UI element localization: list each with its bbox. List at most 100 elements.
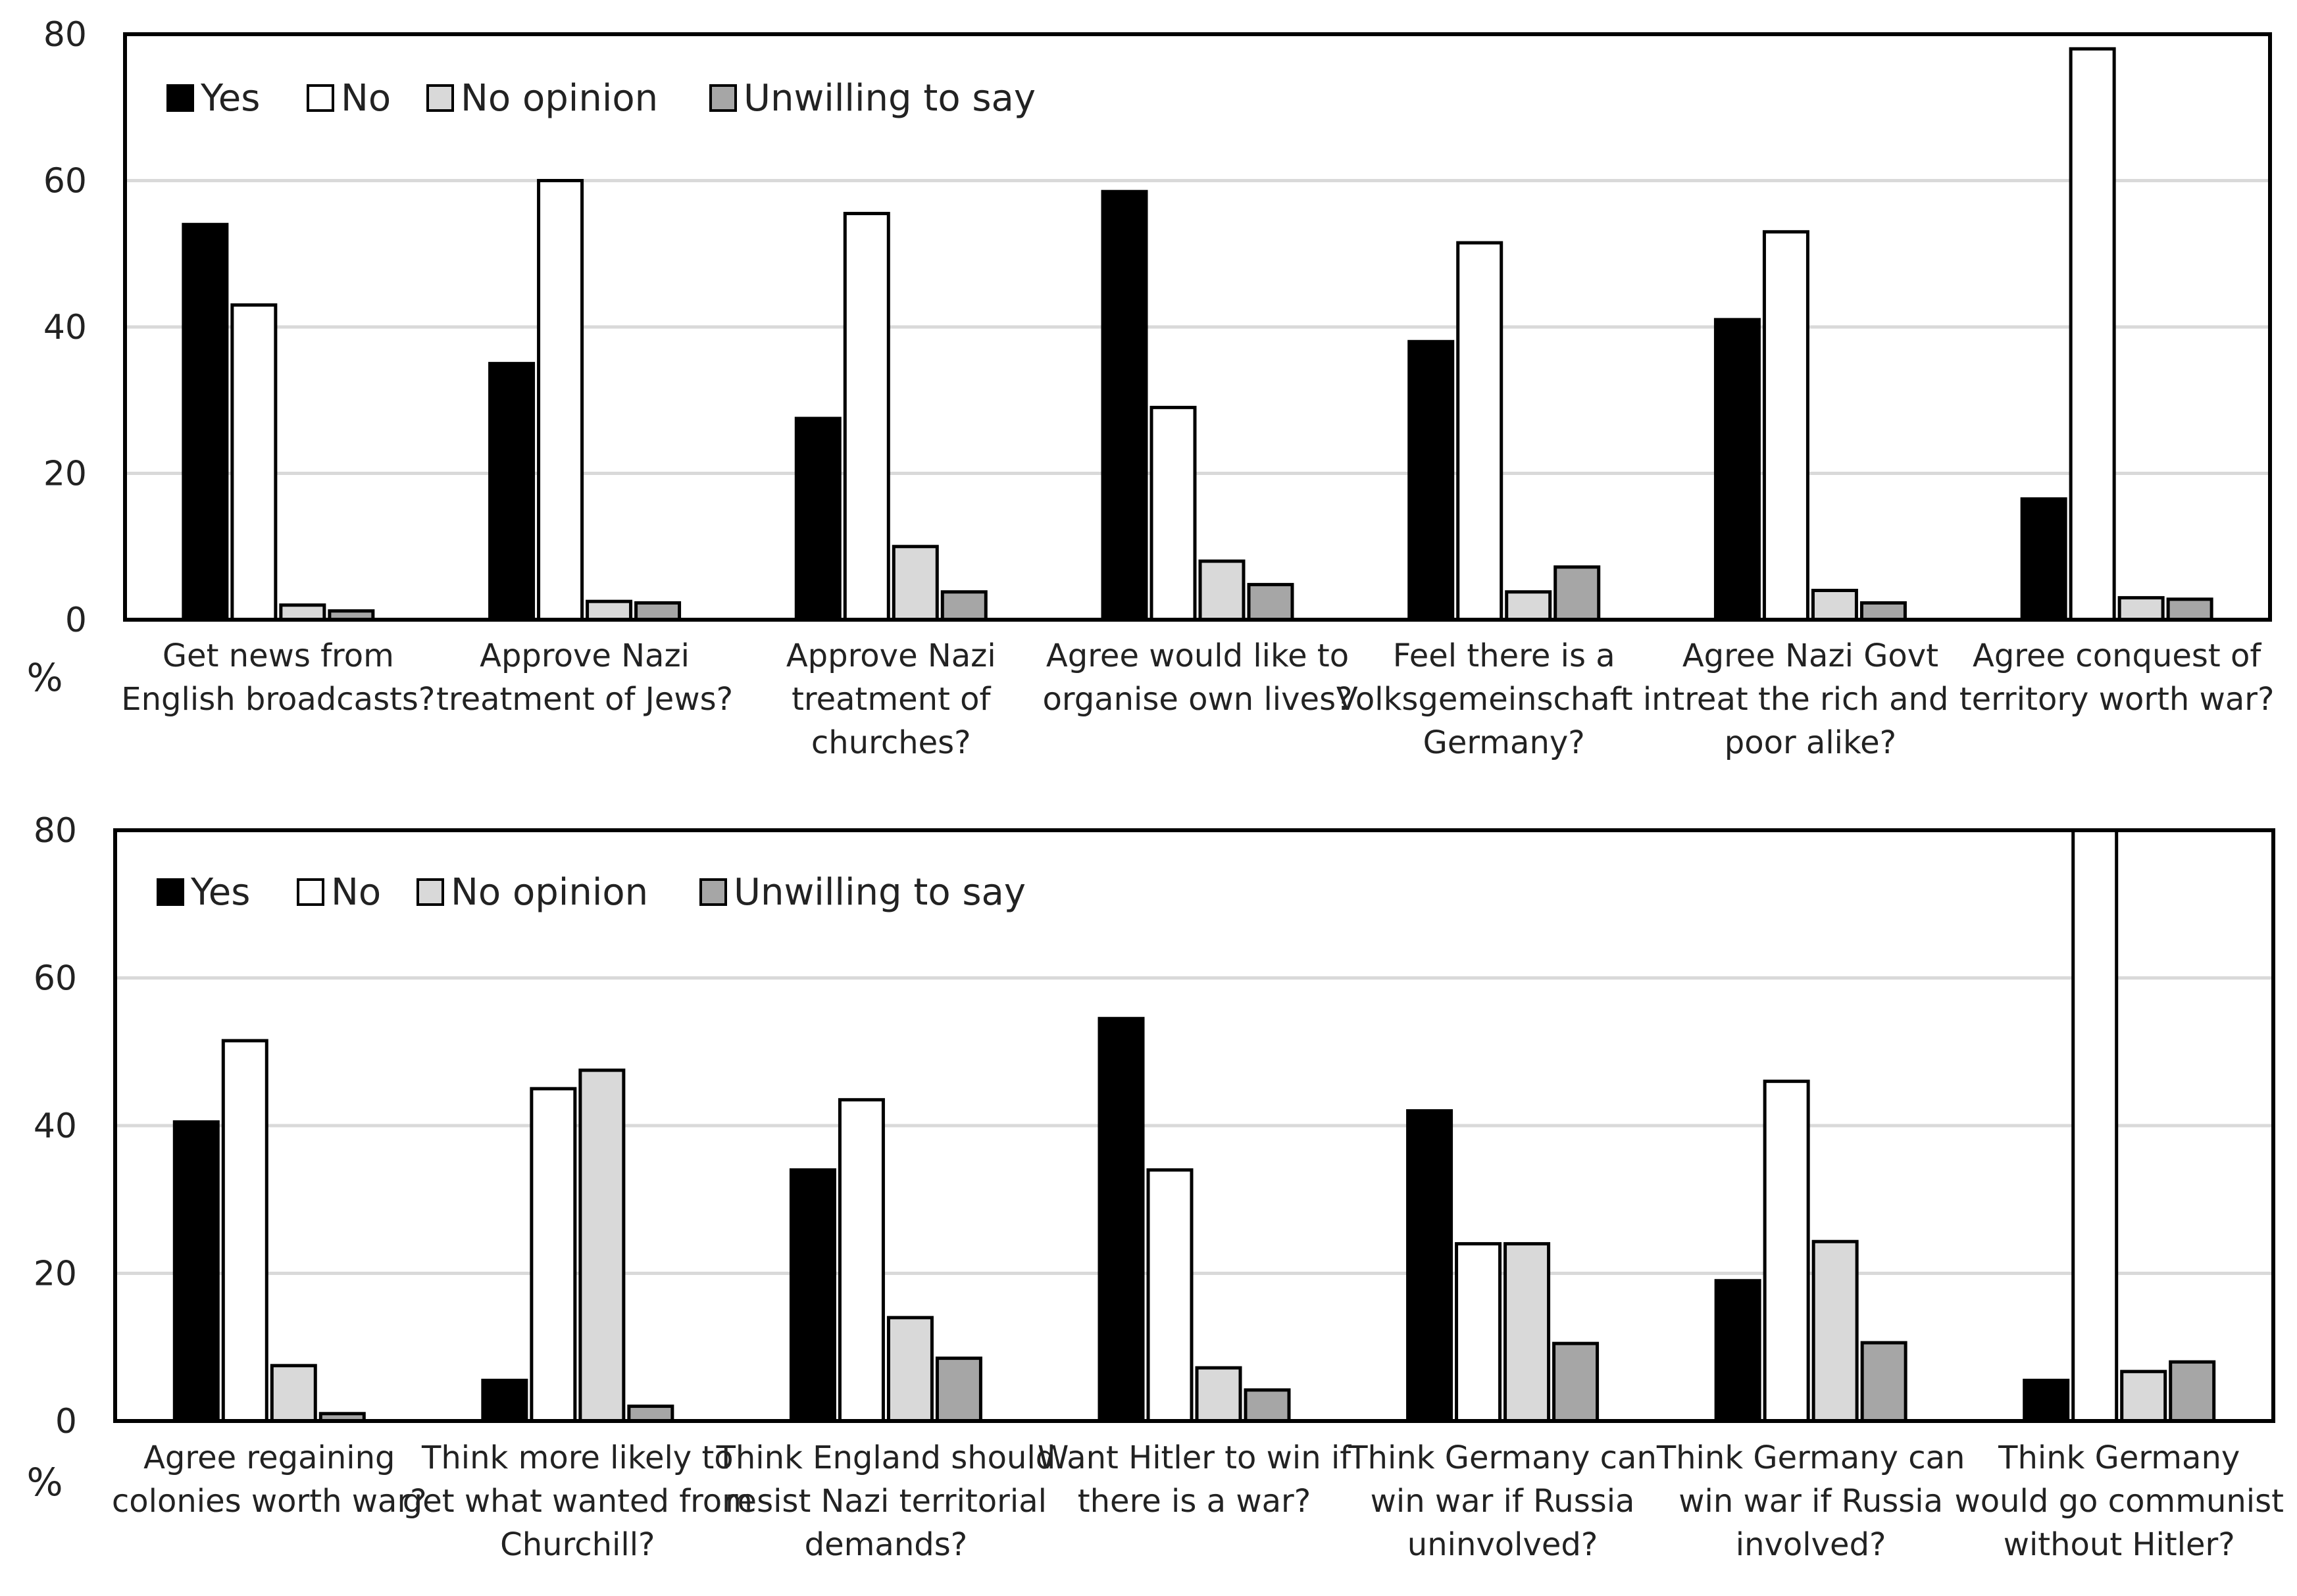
bar-yes-7: [2020, 497, 2067, 622]
bar-no-opinion-5: [1505, 590, 1552, 622]
x-category-label: poor alike?: [1725, 724, 1896, 761]
x-category-label: Want Hitler to win if: [1038, 1439, 1351, 1476]
bar-no-3: [838, 1098, 885, 1423]
bar-yes-1: [172, 1120, 220, 1423]
x-category-label: organise own lives?: [1042, 681, 1352, 718]
bar-no-opinion-1: [279, 603, 326, 622]
legend-swatch-no-opinion: [426, 84, 454, 112]
bar-yes-3: [789, 1168, 836, 1423]
bar-no-6: [1763, 1080, 1810, 1423]
y-unit-label: %: [26, 1460, 63, 1505]
plot-frame: [113, 828, 2275, 1423]
bar-unwilling-to-say-4: [1247, 583, 1294, 622]
y-tick-label: 40: [34, 1107, 77, 1146]
bar-no-2: [530, 1087, 577, 1423]
bar-unwilling-to-say-3: [935, 1357, 982, 1423]
bar-no-4: [1146, 1168, 1194, 1423]
bar-no-6: [1762, 230, 1809, 622]
legend-label-unwilling-to-say: Unwilling to say: [734, 871, 1026, 914]
x-category-label: win war if Russia: [1371, 1483, 1635, 1520]
legend-label-no: No: [341, 77, 391, 120]
x-category-label: there is a war?: [1078, 1483, 1311, 1520]
x-category-label: win war if Russia: [1679, 1483, 1943, 1520]
x-category-label: Germany?: [1423, 724, 1585, 761]
legend-label-no: No: [331, 871, 381, 914]
bar-yes-5: [1407, 339, 1455, 622]
x-category-label: get what wanted from: [403, 1483, 753, 1520]
x-category-label: territory worth war?: [1959, 681, 2275, 718]
bar-yes-6: [1713, 318, 1761, 622]
plot-frame: [123, 32, 2272, 622]
bar-no-5: [1455, 1242, 1502, 1423]
bar-unwilling-to-say-2: [634, 601, 682, 622]
x-category-label: Agree would like to: [1046, 637, 1349, 674]
legend-swatch-no-opinion: [416, 878, 444, 906]
bar-no-opinion-6: [1811, 589, 1858, 622]
bar-no-7: [2069, 47, 2116, 622]
bar-unwilling-to-say-6: [1859, 601, 1907, 622]
x-category-label: treat the rich and: [1672, 681, 1948, 718]
x-category-label: Think Germany can: [1348, 1439, 1657, 1476]
legend-swatch-no: [307, 84, 334, 112]
bar-no-opinion-3: [892, 545, 939, 622]
x-category-label: treatment of Jews?: [436, 681, 733, 718]
y-tick-label: 60: [34, 959, 77, 999]
legend-swatch-no: [297, 878, 324, 906]
y-unit-label: %: [26, 655, 63, 700]
y-tick-label: 20: [43, 455, 87, 494]
bar-yes-7: [2023, 1378, 2070, 1423]
bar-unwilling-to-say-7: [2169, 1360, 2216, 1423]
x-category-label: Agree conquest of: [1973, 637, 2261, 674]
bar-unwilling-to-say-7: [2166, 597, 2213, 622]
bar-yes-1: [182, 222, 229, 622]
x-category-label: Volksgemeinschaft in: [1336, 681, 1672, 718]
bar-no-opinion-2: [586, 599, 633, 622]
bar-no-opinion-7: [2117, 596, 2165, 622]
x-category-label: involved?: [1736, 1526, 1886, 1563]
legend-swatch-unwilling-to-say: [699, 878, 727, 906]
x-category-label: colonies worth war?: [112, 1483, 427, 1520]
x-category-label: Agree Nazi Govt: [1682, 637, 1938, 674]
top-bar-chart-panel: 0 20 40 60 80 Yes No No opinion Unwilling to say…: [26, 15, 2274, 761]
bar-yes-3: [794, 416, 842, 622]
x-category-label: churches?: [811, 724, 971, 761]
bar-no-opinion-2: [578, 1068, 626, 1423]
x-category-label: resist Nazi territorial: [725, 1483, 1047, 1520]
bar-yes-4: [1101, 189, 1148, 622]
bar-unwilling-to-say-2: [627, 1405, 674, 1423]
bar-unwilling-to-say-4: [1244, 1388, 1291, 1423]
bar-no-5: [1456, 241, 1503, 622]
x-category-label: would go communist: [1954, 1483, 2283, 1520]
y-tick-label: 40: [43, 308, 87, 347]
bar-unwilling-to-say-5: [1552, 1341, 1600, 1423]
x-category-label: Approve Nazi: [480, 637, 690, 674]
x-category-label: Get news from: [163, 637, 394, 674]
bar-yes-5: [1406, 1109, 1453, 1423]
bar-no-opinion-6: [1811, 1239, 1859, 1423]
bar-no-4: [1149, 405, 1197, 622]
bottom-bar-chart-panel: 0 20 40 60 80 Yes No No opinion Unwilling to say…: [26, 811, 2284, 1563]
x-category-label: Agree regaining: [143, 1439, 395, 1476]
legend-label-unwilling-to-say: Unwilling to say: [744, 77, 1036, 120]
bar-no-2: [537, 179, 584, 622]
bar-no-1: [221, 1039, 268, 1423]
x-category-label: Think more likely to: [421, 1439, 734, 1476]
x-category-label: treatment of: [792, 681, 991, 718]
legend-label-no-opinion: No opinion: [451, 871, 648, 914]
x-category-label: Churchill?: [500, 1526, 655, 1563]
bar-unwilling-to-say-5: [1553, 565, 1601, 622]
bar-yes-2: [488, 362, 536, 622]
bar-yes-2: [481, 1378, 528, 1423]
x-category-label: Approve Nazi: [786, 637, 996, 674]
bar-yes-6: [1714, 1279, 1761, 1423]
bar-no-opinion-5: [1503, 1242, 1551, 1423]
legend-label-yes: Yes: [200, 77, 260, 120]
y-tick-label: 80: [34, 811, 77, 851]
bar-unwilling-to-say-6: [1860, 1341, 1907, 1423]
bar-no-opinion-3: [886, 1316, 934, 1423]
bar-no-opinion-1: [270, 1364, 317, 1423]
bar-no-7: [2071, 828, 2119, 1423]
bar-no-opinion-7: [2120, 1370, 2167, 1423]
y-tick-label: 60: [43, 162, 87, 201]
